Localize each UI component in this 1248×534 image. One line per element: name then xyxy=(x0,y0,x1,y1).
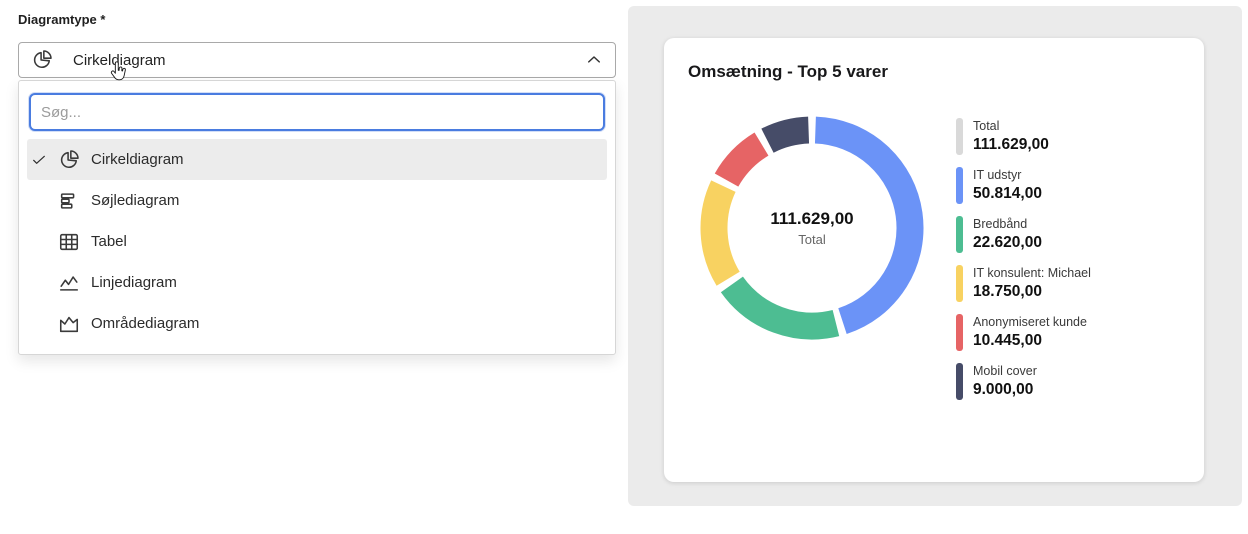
legend-value: 9.000,00 xyxy=(973,380,1034,398)
line-chart-icon xyxy=(58,272,91,294)
legend-value: 10.445,00 xyxy=(973,331,1042,349)
legend-color-bar xyxy=(956,265,963,303)
dropdown-option-tabel[interactable]: Tabel xyxy=(27,221,607,262)
dropdown-option-label: Søjlediagram xyxy=(91,192,180,209)
legend-color-bar xyxy=(956,363,963,401)
donut-segment-anonymiseret-kunde xyxy=(714,132,769,188)
legend-text: IT udstyr 50.814,00 xyxy=(973,167,1042,204)
legend-label: IT udstyr xyxy=(973,168,1022,183)
bar-chart-icon xyxy=(58,190,91,212)
chart-legend: Total 111.629,00 IT udstyr 50.814,00 Bredbån… xyxy=(956,118,1091,401)
legend-label: Mobil cover xyxy=(973,364,1037,379)
chevron-up-icon[interactable] xyxy=(585,51,603,69)
dropdown-search-wrap xyxy=(19,81,615,139)
legend-item-mobil-cover: Mobil cover 9.000,00 xyxy=(956,363,1091,401)
chart-title: Omsætning - Top 5 varer xyxy=(688,62,888,81)
dropdown-option-cirkeldiagram[interactable]: Cirkeldiagram xyxy=(27,139,607,180)
legend-text: Anonymiseret kunde 10.445,00 xyxy=(973,314,1087,351)
legend-value: 22.620,00 xyxy=(973,233,1042,251)
legend-label: Anonymiseret kunde xyxy=(973,315,1087,330)
diagramtype-select-value: Cirkeldiagram xyxy=(73,51,166,69)
donut-center-value: 111.629,00 xyxy=(770,209,854,228)
legend-text: Mobil cover 9.000,00 xyxy=(973,363,1037,400)
donut-segment-mobil-cover xyxy=(761,116,810,153)
dropdown-option-label: Tabel xyxy=(91,233,127,250)
legend-item-it-udstyr: IT udstyr 50.814,00 xyxy=(956,167,1091,205)
legend-color-bar xyxy=(956,216,963,254)
legend-color-bar xyxy=(956,167,963,205)
dropdown-option-linjediagram[interactable]: Linjediagram xyxy=(27,262,607,303)
legend-text: Bredbånd 22.620,00 xyxy=(973,216,1042,253)
diagramtype-field-label: Diagramtype * xyxy=(18,12,106,27)
chart-preview-panel: Omsætning - Top 5 varer 111.629,00 Total… xyxy=(628,6,1242,506)
legend-value: 111.629,00 xyxy=(973,135,1049,153)
legend-text: IT konsulent: Michael 18.750,00 xyxy=(973,265,1091,302)
legend-text: Total 111.629,00 xyxy=(973,118,1049,155)
legend-color-bar xyxy=(956,118,963,156)
dropdown-options-list: Cirkeldiagram Søjlediagram Tabel Linjediagr… xyxy=(19,139,615,344)
dropdown-option-label: Linjediagram xyxy=(91,274,177,291)
donut-center-label: Total xyxy=(798,232,826,247)
table-icon xyxy=(58,231,91,253)
donut-segment-it-konsulent-michael xyxy=(700,180,740,286)
donut-chart: 111.629,00 Total xyxy=(700,116,924,340)
pie-chart-icon xyxy=(31,49,64,71)
diagramtype-select[interactable]: Cirkeldiagram xyxy=(18,42,616,78)
legend-label: Total xyxy=(973,119,1000,133)
legend-item-total: Total 111.629,00 xyxy=(956,118,1091,156)
donut-svg xyxy=(700,116,924,340)
chart-card: Omsætning - Top 5 varer 111.629,00 Total… xyxy=(664,38,1204,482)
search-input[interactable] xyxy=(29,93,605,131)
check-icon xyxy=(31,152,58,168)
legend-item-bredb-nd: Bredbånd 22.620,00 xyxy=(956,216,1091,254)
legend-label: Bredbånd xyxy=(973,217,1028,232)
donut-segment-bredb-nd xyxy=(720,276,840,340)
donut-center-text: 111.629,00 Total xyxy=(700,116,924,340)
legend-value: 50.814,00 xyxy=(973,184,1042,202)
donut-segment-it-udstyr xyxy=(814,116,924,334)
diagramtype-dropdown-panel: Cirkeldiagram Søjlediagram Tabel Linjediagr… xyxy=(18,80,616,355)
dropdown-option-label: Områdediagram xyxy=(91,315,200,332)
legend-item-anonymiseret-kunde: Anonymiseret kunde 10.445,00 xyxy=(956,314,1091,352)
legend-value: 18.750,00 xyxy=(973,282,1042,300)
dropdown-option-label: Cirkeldiagram xyxy=(91,151,184,168)
dropdown-option-omr-dediagram[interactable]: Områdediagram xyxy=(27,303,607,344)
area-chart-icon xyxy=(58,313,91,335)
pie-chart-icon xyxy=(58,149,91,171)
legend-item-it-konsulent-michael: IT konsulent: Michael 18.750,00 xyxy=(956,265,1091,303)
dropdown-option-s-jlediagram[interactable]: Søjlediagram xyxy=(27,180,607,221)
legend-color-bar xyxy=(956,314,963,352)
legend-label: IT konsulent: Michael xyxy=(973,266,1091,281)
